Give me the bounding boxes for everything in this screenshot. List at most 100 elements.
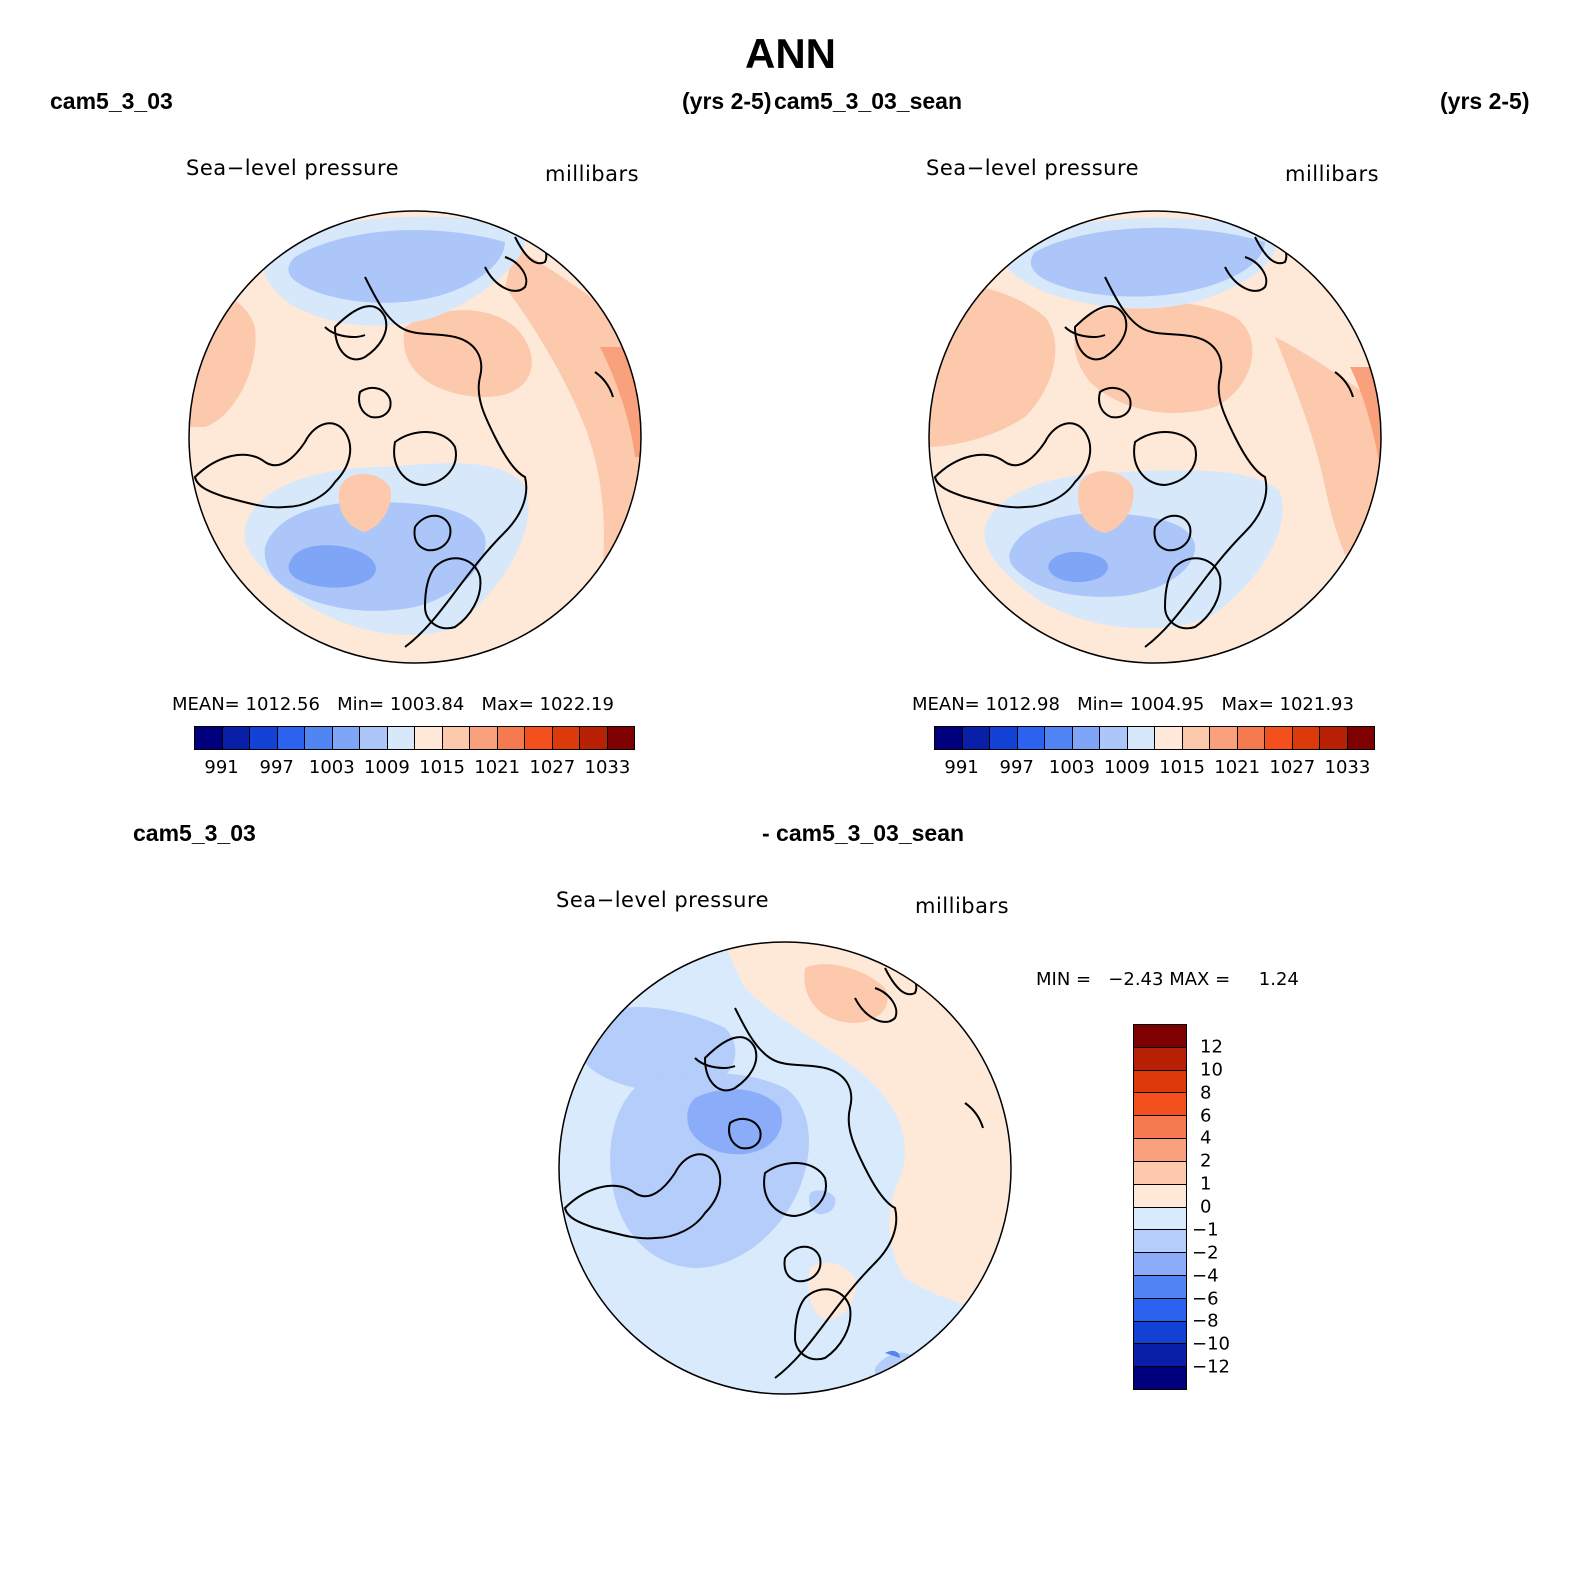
d-field-neg-west: [577, 1007, 736, 1092]
panel1-min-value: 1003.84: [389, 694, 465, 715]
colorbar-swatch: [1291, 727, 1319, 749]
colorbar-swatch: [1319, 727, 1347, 749]
colorbar-swatch: [1181, 727, 1209, 749]
colorbar-swatch: [1071, 727, 1099, 749]
colorbar-tick-label: −1: [1192, 1219, 1219, 1241]
colorbar-tick-label: 1033: [1324, 757, 1371, 778]
colorbar-tick-label: 1021: [474, 757, 521, 778]
colorbar-tick-label: 1027: [1269, 757, 1316, 778]
colorbar-tick-label: 12: [1200, 1036, 1223, 1058]
p1-field-neg-core: [288, 545, 376, 588]
colorbar-swatch: [1346, 727, 1374, 749]
panel2-colorbar-ticks: 991 997 1003 1009 1015 1021 1027 1033: [934, 757, 1375, 779]
colorbar-tick-label: 997: [999, 757, 1034, 778]
colorbar-swatch: [496, 727, 524, 749]
colorbar-swatch: [579, 727, 607, 749]
diff-colorbar: [1133, 1024, 1187, 1390]
panel1-min-label: Min=: [337, 694, 385, 715]
colorbar-tick-label: 1003: [308, 757, 355, 778]
panel1-polar-map: [188, 210, 642, 664]
colorbar-swatch: [469, 727, 497, 749]
diff-variable-label: Sea−level pressure: [556, 888, 770, 912]
panel2-mean-value: 1012.98: [985, 694, 1060, 715]
colorbar-tick-label: 1: [1200, 1173, 1212, 1195]
colorbar-swatch: [1134, 1206, 1186, 1230]
colorbar-swatch: [1134, 1366, 1186, 1389]
colorbar-tick-label: 6: [1200, 1105, 1212, 1126]
panel1-max-value: 1022.19: [539, 694, 614, 715]
diff-case-left: cam5_3_03: [133, 820, 256, 846]
colorbar-swatch: [961, 727, 989, 749]
diff-minmax: MIN = −2.43 MAX = 1.24: [1036, 969, 1299, 990]
colorbar-swatch: [221, 727, 249, 749]
diff-max-value: 1.24: [1258, 969, 1299, 990]
d-field-pos-south: [808, 1262, 856, 1320]
colorbar-tick-label: 991: [944, 757, 979, 778]
colorbar-tick-label: 1033: [584, 757, 631, 778]
diff-min-value: −2.43: [1108, 969, 1164, 990]
colorbar-swatch: [524, 727, 552, 749]
colorbar-swatch: [1134, 1183, 1186, 1207]
panel1-colorbar: [194, 726, 635, 750]
panel2-case-name: cam5_3_03_sean: [774, 88, 962, 114]
colorbar-swatch: [1134, 1069, 1186, 1093]
colorbar-tick-label: 1009: [1104, 757, 1150, 778]
panel2-max-value: 1021.93: [1279, 694, 1354, 715]
p2-field-pos-center: [1074, 302, 1253, 413]
colorbar-tick-label: 1015: [419, 757, 465, 778]
colorbar-swatch: [1134, 1320, 1186, 1344]
colorbar-swatch: [935, 727, 962, 749]
panel2-variable-label: Sea−level pressure: [926, 156, 1140, 180]
panel1-mean-value: 1012.56: [245, 694, 320, 715]
colorbar-tick-label: −12: [1192, 1356, 1230, 1378]
colorbar-tick-label: 0: [1200, 1196, 1212, 1218]
panel1-variable-label: Sea−level pressure: [186, 156, 400, 180]
colorbar-swatch: [249, 727, 277, 749]
colorbar-tick-label: −10: [1192, 1333, 1230, 1355]
page-title: ANN: [745, 30, 836, 77]
colorbar-swatch: [195, 727, 222, 749]
colorbar-swatch: [276, 727, 304, 749]
panel2-max-label: Max=: [1221, 694, 1274, 715]
p1-field-pos-center: [403, 310, 532, 397]
panel1-units-label: millibars: [545, 162, 640, 186]
diff-max-label: MAX =: [1169, 969, 1231, 990]
colorbar-swatch: [1016, 727, 1044, 749]
colorbar-swatch: [606, 727, 634, 749]
colorbar-swatch: [1044, 727, 1072, 749]
colorbar-swatch: [1126, 727, 1154, 749]
p2-coast-americas: [933, 256, 1354, 630]
colorbar-swatch: [1134, 1025, 1186, 1047]
d-field-neg-far-south: [885, 1350, 900, 1358]
colorbar-tick-label: 1015: [1159, 757, 1205, 778]
colorbar-swatch: [1134, 1092, 1186, 1116]
colorbar-tick-label: 4: [1200, 1127, 1212, 1149]
panel1-max-label: Max=: [481, 694, 534, 715]
panel1-colorbar-ticks: 991 997 1003 1009 1015 1021 1027 1033: [194, 757, 635, 779]
colorbar-swatch: [1134, 1046, 1186, 1070]
colorbar-swatch: [1264, 727, 1292, 749]
diff-colorbar-ticks: 12 10 8 6 4 2 1 0 −1 −2 −4 −6 −8 −10 −12: [1192, 1024, 1254, 1390]
panel2-units-label: millibars: [1285, 162, 1380, 186]
panel1-years: (yrs 2-5): [682, 88, 772, 114]
colorbar-swatch: [1134, 1229, 1186, 1253]
colorbar-swatch: [1099, 727, 1127, 749]
diff-case-right: - cam5_3_03_sean: [762, 820, 965, 846]
colorbar-tick-label: 10: [1200, 1059, 1223, 1081]
colorbar-swatch: [331, 727, 359, 749]
colorbar-swatch: [1134, 1343, 1186, 1367]
colorbar-tick-label: −4: [1192, 1265, 1219, 1287]
panel2-years: (yrs 2-5): [1440, 88, 1530, 114]
colorbar-swatch: [386, 727, 414, 749]
p2-field-greenland: [1077, 471, 1134, 533]
diff-polar-map: [558, 941, 1012, 1395]
colorbar-swatch: [551, 727, 579, 749]
colorbar-tick-label: 1009: [364, 757, 410, 778]
colorbar-tick-label: −6: [1192, 1288, 1219, 1309]
colorbar-tick-label: −8: [1192, 1310, 1219, 1332]
colorbar-tick-label: 997: [259, 757, 294, 778]
colorbar-swatch: [1134, 1252, 1186, 1275]
d-field-neg-core: [687, 1089, 782, 1155]
panel1-case-name: cam5_3_03: [50, 88, 173, 114]
colorbar-tick-label: 1021: [1214, 757, 1261, 778]
